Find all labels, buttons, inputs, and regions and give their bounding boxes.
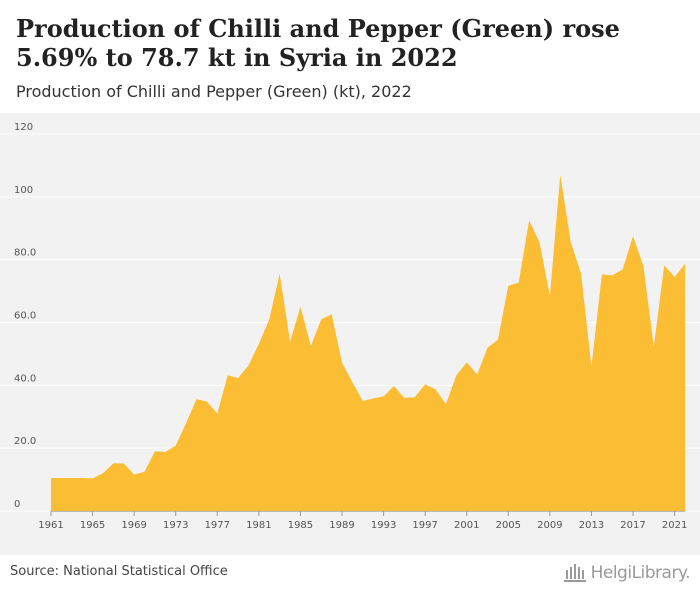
- y-tick-label: 40.0: [14, 373, 36, 384]
- library-building-icon: [563, 564, 586, 582]
- x-tick-label: 1993: [371, 520, 396, 531]
- logo-text: HelgiLibrary.: [590, 563, 691, 583]
- area-chart: 0 20.0 40.0 60.0 80.0 100 120 1961 1965 1969 1973…: [0, 122, 700, 531]
- x-tick-label: 1969: [121, 520, 146, 531]
- x-tick-label: 2001: [454, 520, 479, 531]
- x-tick-label: 1973: [163, 520, 188, 531]
- production-area: [51, 174, 685, 511]
- x-tick-label: 1977: [205, 520, 230, 531]
- chart-subtitle: Production of Chilli and Pepper (Green) …: [16, 82, 412, 101]
- x-tick-label: 1965: [80, 520, 105, 531]
- y-axis: 0 20.0 40.0 60.0 80.0 100 120: [14, 122, 36, 510]
- y-tick-label: 100: [14, 185, 33, 196]
- source-note: Source: National Statistical Office: [10, 564, 228, 579]
- x-tick-label: 1985: [288, 520, 313, 531]
- x-tick-label: 2017: [620, 520, 645, 531]
- y-tick-label: 0: [14, 499, 20, 510]
- helgi-library-logo[interactable]: HelgiLibrary.: [563, 560, 691, 586]
- x-tick-label: 1997: [412, 520, 437, 531]
- y-tick-label: 60.0: [14, 311, 36, 322]
- x-axis: 1961 1965 1969 1973 1977 1981 1985 1989 1993 1997…: [38, 511, 687, 531]
- y-tick-label: 20.0: [14, 436, 36, 447]
- y-tick-label: 80.0: [14, 248, 36, 259]
- x-tick-label: 1961: [38, 520, 63, 531]
- chart-footer: Source: National Statistical Office Helg…: [0, 555, 700, 596]
- y-tick-label: 120: [14, 122, 33, 133]
- x-tick-label: 2009: [537, 520, 562, 531]
- chart-area: 0 20.0 40.0 60.0 80.0 100 120 1961 1965 1969 1973…: [0, 113, 700, 555]
- x-tick-label: 1989: [329, 520, 354, 531]
- x-tick-label: 2005: [496, 520, 521, 531]
- area-series: [51, 174, 685, 511]
- x-tick-label: 1981: [246, 520, 271, 531]
- x-tick-label: 2013: [579, 520, 604, 531]
- chart-title: Production of Chilli and Pepper (Green) …: [16, 14, 620, 72]
- x-tick-label: 2021: [662, 520, 687, 531]
- chart-header: Production of Chilli and Pepper (Green) …: [0, 0, 700, 113]
